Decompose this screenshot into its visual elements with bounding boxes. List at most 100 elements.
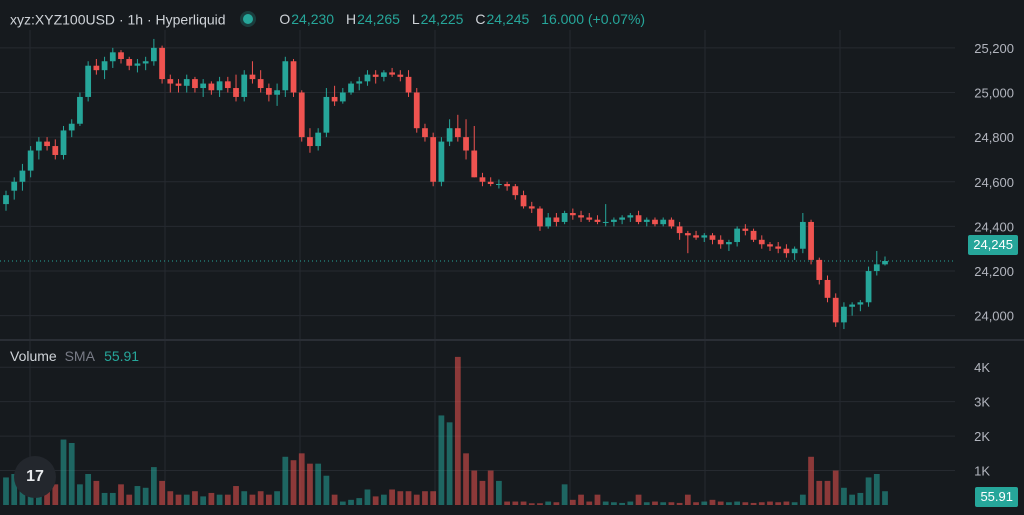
volume-bar <box>586 501 593 505</box>
candle-body <box>397 74 404 77</box>
candle-body <box>791 248 798 254</box>
volume-bar <box>372 496 379 505</box>
candle-body <box>775 246 782 249</box>
volume-bar <box>109 492 116 505</box>
candle-body <box>553 217 560 222</box>
candle-body <box>27 150 34 171</box>
candle-body <box>167 79 174 84</box>
candle-body <box>643 219 650 222</box>
candle-body <box>479 177 486 182</box>
candle-body <box>446 128 453 142</box>
candles <box>3 38 888 330</box>
candle-body <box>11 181 18 191</box>
candle-body <box>816 259 823 280</box>
candle-body <box>19 170 26 182</box>
volume-bar <box>183 494 190 505</box>
candle-body <box>134 63 141 66</box>
candle-body <box>693 235 699 238</box>
candle-body <box>668 219 675 227</box>
volume-tick-label: 4K <box>974 360 990 375</box>
volume-bar <box>512 501 519 505</box>
last-price-tag: 24,245 <box>968 235 1018 255</box>
volume-label: Volume <box>10 348 57 364</box>
tradingview-logo-icon[interactable]: 17 <box>14 456 56 498</box>
chart-grid <box>0 30 1024 505</box>
volume-bar <box>643 502 650 505</box>
volume-bar <box>224 494 231 505</box>
sma-value: 55.91 <box>104 348 140 364</box>
volume-bar <box>783 501 790 505</box>
volume-bar <box>553 502 560 505</box>
candle-body <box>85 65 92 97</box>
volume-bar <box>413 494 420 505</box>
candle-body <box>684 233 691 236</box>
candle-body <box>142 61 149 64</box>
candle-body <box>726 242 732 245</box>
volume-bars <box>3 356 888 505</box>
volume-bar <box>233 486 239 505</box>
candle-body <box>389 72 395 75</box>
volume-bar <box>405 491 412 505</box>
change-value: 16.000 (+0.07%) <box>541 11 646 28</box>
volume-bar <box>841 487 847 505</box>
volume-bar <box>249 494 256 505</box>
volume-bar <box>791 502 798 505</box>
volume-bar <box>652 501 658 505</box>
volume-bar <box>266 494 272 505</box>
candle-body <box>413 92 420 129</box>
candle-body <box>192 79 198 89</box>
volume-bar <box>808 456 814 505</box>
candle-body <box>578 215 584 218</box>
volume-bar <box>578 494 584 505</box>
price-tick-label: 24,400 <box>974 219 1014 234</box>
candle-body <box>463 137 469 151</box>
candle-body <box>118 52 124 60</box>
volume-bar <box>274 491 280 505</box>
volume-bar <box>3 477 9 505</box>
volume-bar <box>775 502 782 505</box>
volume-bar <box>520 501 527 505</box>
volume-bar <box>873 474 880 505</box>
volume-legend[interactable]: Volume SMA 55.91 <box>10 348 139 364</box>
volume-bar <box>684 494 691 505</box>
volume-bar <box>709 499 716 505</box>
candle-body <box>68 123 75 131</box>
candle-body <box>750 230 757 240</box>
sma-label: SMA <box>64 348 95 364</box>
volume-bar <box>471 470 478 505</box>
volume-bar <box>118 484 124 505</box>
volume-tick-label: 2K <box>974 429 990 444</box>
candle-body <box>339 92 346 102</box>
candle-body <box>331 96 338 102</box>
candle-body <box>627 215 634 218</box>
candle-body <box>257 79 264 89</box>
volume-bar <box>504 501 510 505</box>
volume-bar <box>77 484 83 505</box>
candle-body <box>381 72 387 77</box>
interval-label[interactable]: 1h <box>127 11 144 28</box>
candle-body <box>159 47 165 80</box>
candle-body <box>282 61 289 91</box>
exchange-label: Hyperliquid <box>155 11 226 28</box>
candle-body <box>594 219 601 222</box>
candle-body <box>758 239 765 245</box>
volume-bar <box>60 439 67 505</box>
candle-body <box>200 83 207 89</box>
volume-bar <box>142 487 149 505</box>
candle-body <box>512 186 519 196</box>
candle-body <box>520 195 527 207</box>
volume-bar <box>422 491 428 505</box>
symbol-label[interactable]: xyz:XYZ100USD <box>10 11 116 28</box>
volume-bar <box>68 443 75 505</box>
candle-body <box>290 61 297 93</box>
open-value: 24,230 <box>291 11 335 28</box>
candle-body <box>882 261 888 265</box>
volume-bar <box>701 501 708 505</box>
candle-body <box>266 88 272 95</box>
volume-bar <box>192 491 198 505</box>
volume-bar <box>660 502 667 505</box>
candle-body <box>454 128 461 138</box>
volume-bar <box>11 474 18 505</box>
volume-bar <box>849 494 856 505</box>
